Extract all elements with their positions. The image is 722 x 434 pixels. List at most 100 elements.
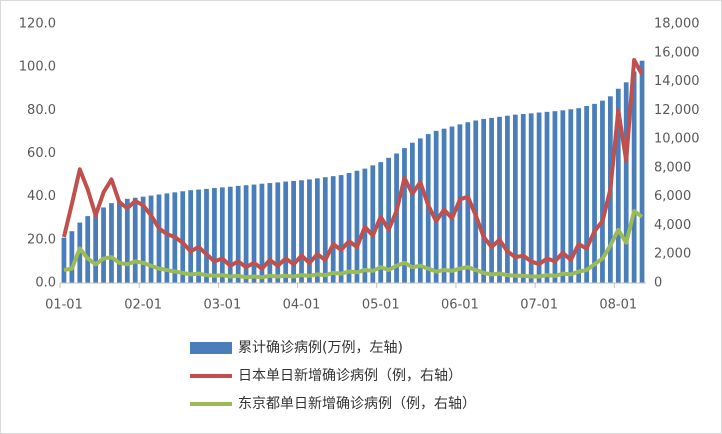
bar <box>615 88 621 283</box>
bar <box>584 106 589 284</box>
x-tick-label: 02-01 <box>124 298 162 313</box>
bar <box>512 114 518 284</box>
y-tick-label: 120.0 <box>19 17 56 32</box>
x-tick-label: 03-01 <box>203 298 241 313</box>
x-tick-label: 01-01 <box>45 298 83 313</box>
legend-swatch <box>190 342 232 354</box>
bar <box>528 113 534 283</box>
bar <box>623 82 629 284</box>
bar <box>188 190 194 283</box>
bar <box>243 185 249 283</box>
y2-tick-label: 8,000 <box>654 160 691 175</box>
bar <box>322 177 328 283</box>
bar <box>132 197 138 283</box>
bar <box>251 184 257 283</box>
x-tick-label: 07-01 <box>520 298 558 313</box>
bar <box>299 180 304 283</box>
bar <box>639 60 645 283</box>
x-tick-label: 05-01 <box>362 298 400 313</box>
x-tick-label: 04-01 <box>283 298 321 313</box>
bar <box>520 114 526 283</box>
legend-label: 累计确诊病例(万例，左轴) <box>238 340 403 356</box>
bar <box>101 207 106 283</box>
y-tick-label: 0.0 <box>35 276 56 291</box>
bar <box>631 71 637 283</box>
bar <box>164 193 170 283</box>
line <box>62 57 644 271</box>
bar <box>354 170 360 283</box>
y2-tick-label: 18,000 <box>654 17 700 32</box>
bar <box>93 211 99 283</box>
bar <box>544 111 550 283</box>
bar <box>600 100 605 283</box>
bar <box>267 183 273 283</box>
bar <box>473 120 479 283</box>
bar <box>314 178 320 283</box>
bar <box>552 111 558 284</box>
bar <box>307 179 312 283</box>
bar <box>117 200 122 283</box>
bar <box>576 108 582 283</box>
bar <box>394 153 399 283</box>
bar <box>275 182 281 283</box>
y-tick-label: 40.0 <box>27 189 56 204</box>
bar <box>386 157 392 283</box>
x-tick-label: 06-01 <box>441 298 479 313</box>
bar <box>259 183 265 283</box>
bar <box>219 187 225 283</box>
bar <box>378 162 384 283</box>
bar <box>489 117 494 283</box>
bar <box>465 122 471 284</box>
bar <box>85 216 91 283</box>
legend-label: 东京都单日新增确诊病例（例，右轴） <box>238 396 476 412</box>
bar <box>124 198 130 283</box>
y2-tick-label: 0 <box>654 276 662 291</box>
bar <box>291 180 296 283</box>
bar <box>109 203 114 283</box>
bar <box>592 103 597 283</box>
bar <box>69 231 75 283</box>
bar <box>497 116 502 283</box>
bar <box>346 172 352 283</box>
bar <box>433 130 439 283</box>
bar <box>449 126 455 283</box>
y-tick-label: 60.0 <box>27 146 56 161</box>
bar <box>140 196 146 283</box>
y2-tick-label: 6,000 <box>654 189 691 204</box>
bar <box>560 110 566 283</box>
bar <box>330 176 336 283</box>
bar <box>196 189 201 283</box>
bar <box>204 188 209 283</box>
bar <box>212 188 217 283</box>
y2-tick-label: 4,000 <box>654 218 691 233</box>
y-tick-label: 100.0 <box>19 60 56 75</box>
bar <box>283 181 289 283</box>
bar <box>338 175 344 283</box>
bar <box>402 148 407 283</box>
bar <box>536 112 542 283</box>
bar <box>441 128 447 283</box>
bar <box>417 138 423 283</box>
y2-tick-label: 16,000 <box>654 45 700 60</box>
bar <box>568 109 574 283</box>
bar <box>481 118 487 283</box>
bar <box>235 185 241 283</box>
bar <box>505 115 510 284</box>
y2-tick-label: 12,000 <box>654 103 700 118</box>
bar <box>61 237 67 283</box>
bar <box>410 142 415 283</box>
y2-tick-label: 2,000 <box>654 247 691 262</box>
bar <box>227 186 233 283</box>
legend-label: 日本单日新增确诊病例（例，右轴） <box>238 368 462 384</box>
bar <box>180 191 186 283</box>
y2-tick-label: 14,000 <box>654 74 700 89</box>
y-tick-label: 20.0 <box>27 232 56 247</box>
bar <box>370 165 376 283</box>
line <box>63 209 644 280</box>
bar <box>156 194 162 283</box>
y2-tick-label: 10,000 <box>654 132 700 147</box>
x-tick-label: 08-01 <box>599 298 637 313</box>
y-tick-label: 80.0 <box>27 103 56 118</box>
bar <box>148 195 154 283</box>
